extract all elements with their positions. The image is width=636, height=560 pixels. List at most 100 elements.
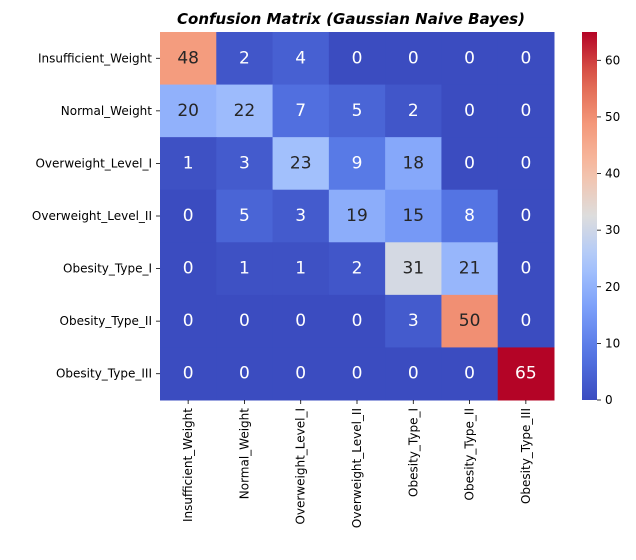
cell-value-label: 0 [520, 311, 531, 331]
heatmap-cell [385, 137, 442, 191]
y-tick-label: Normal_Weight [61, 104, 153, 118]
x-tick-label: Overweight_Level_I [294, 408, 308, 525]
cell-value-label: 0 [520, 48, 531, 68]
cell-value-label: 0 [520, 206, 531, 226]
heatmap-cell [328, 347, 386, 401]
y-tick-label: Obesity_Type_I [63, 262, 152, 276]
colorbar-tick-label: 10 [605, 336, 620, 350]
heatmap-cell [160, 32, 217, 86]
heatmap-cell [497, 242, 555, 296]
heatmap-cell [441, 84, 499, 138]
cell-value-label: 65 [515, 364, 537, 384]
heatmap-cell [160, 294, 217, 348]
colorbar-tick-label: 20 [605, 280, 620, 294]
heatmap-cell [216, 294, 274, 348]
cell-value-label: 48 [177, 48, 199, 68]
cell-value-label: 2 [408, 101, 419, 121]
cell-value-label: 0 [408, 48, 419, 68]
cell-value-label: 18 [402, 153, 424, 173]
x-tick-label: Overweight_Level_II [350, 408, 364, 528]
cell-value-label: 0 [408, 364, 419, 384]
cell-value-label: 15 [402, 206, 424, 226]
heatmap-annotations: 48 2 4 0 0 0 020 22 7 5 2 0 01 3 23 9 18 0 00 5 3 19 15 8 00 1 1 2 3… [177, 48, 536, 383]
heatmap-cell [497, 294, 555, 348]
heatmap-cell [385, 32, 442, 86]
heatmap-cell [385, 294, 442, 348]
heatmap-cell [328, 32, 386, 86]
y-tick-label: Obesity_Type_III [56, 367, 152, 381]
y-tick-label: Obesity_Type_II [60, 314, 152, 328]
cell-value-label: 5 [352, 101, 363, 121]
heatmap-cell [160, 137, 217, 191]
heatmap-cell [272, 347, 330, 401]
heatmap-cell [497, 32, 555, 86]
heatmap-cell [441, 32, 499, 86]
heatmap-cell [441, 137, 499, 191]
cell-value-label: 0 [352, 48, 363, 68]
heatmap-cell [216, 347, 274, 401]
heatmap-cell [441, 347, 499, 401]
cell-value-label: 3 [295, 206, 306, 226]
cell-value-label: 8 [464, 206, 475, 226]
cell-value-label: 3 [239, 153, 250, 173]
y-tick-label: Overweight_Level_II [32, 209, 152, 223]
cell-value-label: 0 [352, 311, 363, 331]
heatmap-cell [272, 84, 330, 138]
heatmap-cells [160, 32, 555, 401]
cell-value-label: 0 [464, 48, 475, 68]
heatmap-cell [272, 189, 330, 243]
cell-value-label: 50 [459, 311, 481, 331]
colorbar-tick-label: 50 [605, 110, 620, 124]
y-axis-ticks: Insufficient_Weight Normal_Weight Overweig… [32, 51, 160, 381]
heatmap-cell [160, 84, 217, 138]
cell-value-label: 4 [295, 48, 306, 68]
heatmap-cell [497, 84, 555, 138]
heatmap-cell [272, 137, 330, 191]
heatmap-cell [328, 189, 386, 243]
heatmap-cell [272, 242, 330, 296]
colorbar-tick-label: 60 [605, 53, 620, 67]
heatmap-cell [216, 137, 274, 191]
cell-value-label: 1 [239, 259, 250, 279]
heatmap-cell [216, 189, 274, 243]
cell-value-label: 0 [520, 153, 531, 173]
heatmap-cell [441, 189, 499, 243]
heatmap-cell [441, 242, 499, 296]
heatmap-cell [216, 32, 274, 86]
cell-value-label: 0 [183, 206, 194, 226]
heatmap-cell [328, 294, 386, 348]
heatmap-cell [328, 242, 386, 296]
cell-value-label: 2 [239, 48, 250, 68]
heatmap-cell [160, 189, 217, 243]
heatmap-cell [160, 242, 217, 296]
cell-value-label: 0 [464, 153, 475, 173]
heatmap-cell [497, 347, 555, 401]
heatmap-cell [272, 32, 330, 86]
colorbar-tick-label: 30 [605, 223, 620, 237]
colorbar-gradient [582, 32, 597, 400]
cell-value-label: 20 [177, 101, 199, 121]
cell-value-label: 0 [183, 259, 194, 279]
cell-value-label: 0 [183, 311, 194, 331]
y-tick-label: Overweight_Level_I [35, 156, 152, 170]
cell-value-label: 19 [346, 206, 368, 226]
cell-value-label: 7 [295, 101, 306, 121]
heatmap-cell [328, 137, 386, 191]
cell-value-label: 1 [295, 259, 306, 279]
heatmap-cell [216, 84, 274, 138]
cell-value-label: 0 [239, 364, 250, 384]
heatmap-cell [216, 242, 274, 296]
cell-value-label: 22 [234, 101, 256, 121]
cell-value-label: 0 [183, 364, 194, 384]
x-tick-label: Obesity_Type_II [463, 408, 477, 500]
heatmap-cell [441, 294, 499, 348]
cell-value-label: 5 [239, 206, 250, 226]
cell-value-label: 0 [520, 101, 531, 121]
cell-value-label: 0 [239, 311, 250, 331]
colorbar: 0 10 20 30 40 50 60 [582, 32, 620, 407]
cell-value-label: 1 [183, 153, 194, 173]
cell-value-label: 0 [295, 364, 306, 384]
heatmap-cell [497, 189, 555, 243]
cell-value-label: 0 [352, 364, 363, 384]
